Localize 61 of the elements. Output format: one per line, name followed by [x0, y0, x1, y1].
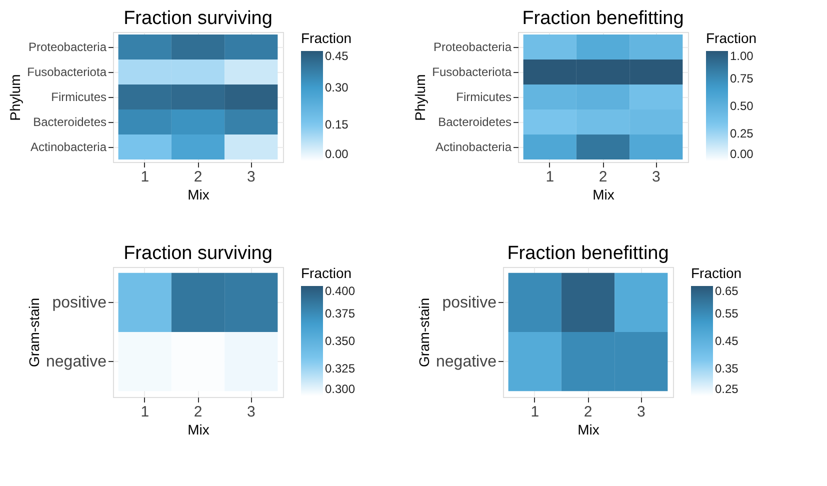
x-tick-label: 2	[598, 168, 608, 186]
y-tick-label: Bacteroidetes	[438, 115, 512, 129]
y-axis-title: Gram-stain	[416, 298, 432, 368]
y-axis-title: Phylum	[7, 74, 24, 121]
y-tick-label: Actinobacteria	[435, 140, 512, 154]
x-axis-title: Mix	[578, 422, 600, 438]
chart-title: Fraction surviving	[124, 8, 272, 29]
color-bar-label: 0.15	[325, 117, 349, 132]
x-axis-title: Mix	[592, 186, 614, 202]
color-bar-label: 0.325	[325, 362, 356, 376]
color-bar-label: 0.25	[715, 382, 739, 396]
color-bar-label: 0.35	[715, 362, 739, 376]
color-bar-label: 0.45	[325, 49, 349, 63]
chart-title: Fraction surviving	[124, 243, 272, 264]
y-tick-label: positive	[52, 294, 107, 312]
y-axis-title: Phylum	[412, 74, 428, 121]
chart-title: Fraction benefitting	[507, 243, 669, 264]
color-bar-label: 0.55	[715, 306, 739, 320]
color-bar-label: 0.50	[730, 99, 754, 113]
y-tick-label: Firmicutes	[51, 90, 106, 104]
y-tick-label: Bacteroidetes	[33, 115, 106, 129]
color-bar-label: 0.45	[715, 334, 739, 348]
y-tick-label: Firmicutes	[456, 90, 512, 104]
x-tick-label: 3	[652, 168, 660, 186]
color-bar-label: 0.75	[730, 72, 754, 86]
color-bar-label: 0.400	[325, 284, 356, 298]
color-bar-label: 0.350	[325, 334, 356, 348]
color-bar-label: 1.00	[730, 49, 754, 63]
y-tick-label: Proteobacteria	[433, 40, 512, 54]
x-tick-label: 3	[246, 168, 256, 186]
x-tick-label: 1	[140, 404, 150, 420]
y-axis-title: Gram-stain	[26, 298, 42, 368]
y-tick-label: negative	[436, 354, 497, 371]
x-tick-label: 1	[530, 404, 540, 420]
color-bar-label: 0.300	[325, 382, 356, 396]
y-tick-label: negative	[46, 354, 107, 371]
x-axis-title: Mix	[188, 186, 210, 202]
x-tick-label: 3	[636, 404, 646, 420]
legend-title: Fraction	[301, 265, 352, 281]
color-bar-label: 0.00	[325, 147, 349, 161]
x-tick-label: 3	[246, 404, 256, 420]
y-tick-label: positive	[442, 294, 497, 312]
color-bar-label: 0.30	[325, 80, 349, 95]
y-tick-label: Fusobacteriota	[27, 65, 107, 79]
x-tick-label: 2	[584, 404, 592, 420]
y-tick-label: Proteobacteria	[28, 40, 107, 54]
legend-title: Fraction	[691, 265, 742, 281]
x-axis-title: Mix	[188, 422, 210, 438]
chart-title: Fraction benefitting	[522, 8, 684, 29]
x-tick-label: 2	[194, 404, 202, 420]
color-bar-label: 0.65	[715, 284, 739, 298]
color-bar-label: 0.00	[730, 147, 754, 161]
legend-title: Fraction	[706, 30, 757, 46]
color-bar-label: 0.25	[730, 126, 754, 140]
color-bar-label: 0.375	[325, 306, 356, 320]
x-tick-label: 2	[194, 168, 202, 186]
x-tick-label: 1	[546, 168, 554, 186]
y-tick-label: Fusobacteriota	[432, 65, 512, 79]
y-tick-label: Actinobacteria	[30, 140, 107, 154]
x-tick-label: 1	[140, 168, 150, 186]
legend-title: Fraction	[301, 30, 352, 46]
